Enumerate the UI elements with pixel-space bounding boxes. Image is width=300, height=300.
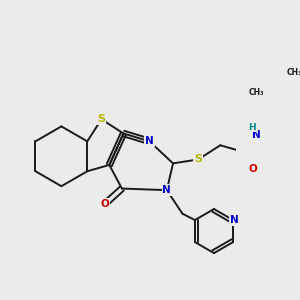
Text: O: O (249, 164, 258, 174)
Text: S: S (194, 154, 202, 164)
Text: H: H (248, 123, 256, 132)
Text: O: O (100, 199, 109, 209)
Text: N: N (162, 185, 171, 195)
Text: CH₃: CH₃ (248, 88, 264, 97)
Text: N: N (252, 130, 261, 140)
Text: S: S (98, 114, 105, 124)
Text: CH₃: CH₃ (286, 68, 300, 76)
Text: N: N (145, 136, 154, 146)
Text: N: N (230, 215, 239, 225)
